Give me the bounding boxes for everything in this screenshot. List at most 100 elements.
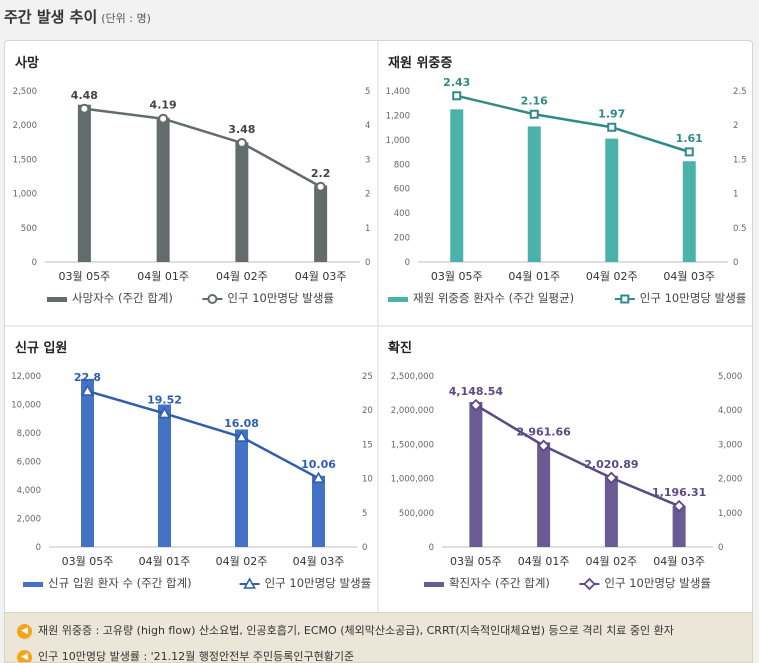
rate-line — [84, 109, 320, 187]
x-tick-label: 04월 03주 — [663, 270, 715, 283]
bar — [528, 126, 541, 262]
rate-line — [88, 391, 319, 478]
page-title-text: 주간 발생 추이 — [4, 8, 97, 26]
rate-point — [453, 92, 460, 99]
y-left-tick-label: 1,000 — [386, 136, 410, 146]
y-left-tick-label: 2,000,000 — [391, 406, 434, 416]
bar — [81, 379, 94, 547]
bar — [312, 476, 325, 547]
legend-bar-swatch — [47, 297, 67, 302]
legend-line-label: 인구 10만명당 발생률 — [265, 576, 372, 590]
y-left-tick-label: 500,000 — [399, 509, 434, 519]
speaker-icon: ◀ — [17, 624, 32, 639]
note-text-2: 인구 10만명당 발생률 : '21.12월 행정안전부 주민등록인구현황기준 — [38, 650, 354, 663]
unit-label: (단위 : 명) — [101, 12, 151, 25]
rate-point — [159, 115, 167, 123]
bar — [235, 142, 248, 262]
rate-data-label: 16.08 — [224, 417, 259, 430]
legend-line-marker — [584, 579, 594, 589]
legend-bar-label: 확진자수 (주간 합계) — [449, 576, 550, 590]
bar — [469, 402, 482, 547]
bar — [605, 139, 618, 262]
y-right-tick-label: 1,000 — [718, 509, 742, 519]
y-left-tick-label: 0 — [36, 543, 41, 553]
y-left-tick-label: 1,500 — [13, 155, 37, 165]
note-line-1: ◀ 재원 위중증 : 고유량 (high flow) 산소요법, 인공호흡기, E… — [17, 622, 674, 639]
chart-4: 확진0500,0001,000,0001,500,0002,000,0002,5… — [388, 340, 742, 590]
x-tick-label: 04월 02주 — [216, 555, 268, 568]
legend-line-label: 인구 10만명당 발생률 — [640, 291, 747, 305]
y-left-tick-label: 600 — [394, 185, 410, 195]
x-tick-label: 04월 01주 — [518, 555, 570, 568]
chart-title: 재원 위중증 — [388, 56, 452, 71]
chart-title: 사망 — [15, 55, 39, 71]
y-right-tick-label: 3 — [365, 155, 370, 165]
legend-bar-swatch — [388, 297, 408, 302]
y-left-tick-label: 8,000 — [17, 429, 41, 439]
y-right-tick-label: 4,000 — [718, 406, 742, 416]
chart-3: 신규 입원02,0004,0006,0008,00010,00012,00005… — [11, 341, 373, 590]
y-right-tick-label: 2 — [733, 121, 738, 131]
x-tick-label: 04월 03주 — [653, 555, 705, 568]
x-tick-label: 03월 05주 — [450, 555, 502, 568]
legend-bar-label: 사망자수 (주간 합계) — [72, 291, 173, 305]
rate-point — [238, 139, 246, 147]
y-left-tick-label: 2,000 — [13, 121, 37, 131]
rate-point — [317, 183, 325, 191]
rate-data-label: 2,961.66 — [516, 426, 571, 439]
y-right-tick-label: 0 — [365, 258, 370, 268]
bar — [605, 476, 618, 547]
chart-title: 확진 — [388, 340, 412, 356]
legend-line-marker — [621, 296, 628, 303]
y-right-tick-label: 1 — [733, 190, 738, 200]
chart-title: 신규 입원 — [15, 341, 67, 356]
rate-data-label: 3.48 — [228, 123, 255, 136]
legend-line-marker — [208, 295, 216, 303]
y-right-tick-label: 10 — [362, 475, 373, 485]
y-left-tick-label: 12,000 — [11, 372, 41, 382]
x-tick-label: 04월 01주 — [137, 270, 189, 283]
rate-data-label: 1,196.31 — [652, 486, 706, 499]
rate-data-label: 4.48 — [71, 89, 98, 102]
rate-data-label: 1.97 — [598, 107, 625, 120]
y-left-tick-label: 4,000 — [17, 486, 41, 496]
y-right-tick-label: 0.5 — [733, 224, 747, 234]
rate-point — [608, 124, 615, 131]
rate-data-label: 2.2 — [311, 167, 331, 180]
y-right-tick-label: 0 — [362, 543, 367, 553]
y-left-tick-label: 2,000 — [17, 515, 41, 525]
rate-data-label: 10.06 — [301, 458, 336, 471]
notes-box: ◀ 재원 위중증 : 고유량 (high flow) 산소요법, 인공호흡기, E… — [4, 612, 753, 663]
x-tick-label: 04월 02주 — [216, 270, 268, 283]
legend-bar-label: 재원 위중증 환자수 (주간 일평균) — [413, 291, 574, 305]
y-left-tick-label: 1,400 — [386, 87, 410, 97]
rate-data-label: 19.52 — [147, 393, 182, 406]
bar — [158, 405, 171, 548]
legend-line-label: 인구 10만명당 발생률 — [604, 576, 711, 590]
bar — [450, 109, 463, 262]
rate-line — [476, 405, 679, 506]
y-left-tick-label: 2,500 — [13, 87, 37, 97]
y-left-tick-label: 0 — [32, 258, 37, 268]
y-left-tick-label: 800 — [394, 160, 410, 170]
x-tick-label: 03월 05주 — [59, 270, 111, 283]
rate-point — [80, 105, 88, 113]
rate-line — [457, 96, 690, 152]
rate-point — [686, 148, 693, 155]
y-right-tick-label: 5,000 — [718, 372, 742, 382]
x-tick-label: 04월 03주 — [293, 555, 345, 568]
x-tick-label: 04월 01주 — [508, 270, 560, 283]
rate-data-label: 2,020.89 — [584, 458, 638, 471]
note-text-1: 재원 위중증 : 고유량 (high flow) 산소요법, 인공호흡기, EC… — [38, 624, 674, 637]
y-right-tick-label: 2.5 — [733, 87, 747, 97]
bar — [537, 442, 550, 547]
page-title: 주간 발생 추이 (단위 : 명) — [4, 6, 151, 27]
bar — [157, 118, 170, 262]
y-right-tick-label: 5 — [365, 87, 370, 97]
y-right-tick-label: 5 — [362, 509, 367, 519]
rate-data-label: 2.16 — [521, 94, 548, 107]
y-right-tick-label: 1 — [365, 224, 370, 234]
x-tick-label: 03월 05주 — [62, 555, 114, 568]
bar — [683, 161, 696, 262]
